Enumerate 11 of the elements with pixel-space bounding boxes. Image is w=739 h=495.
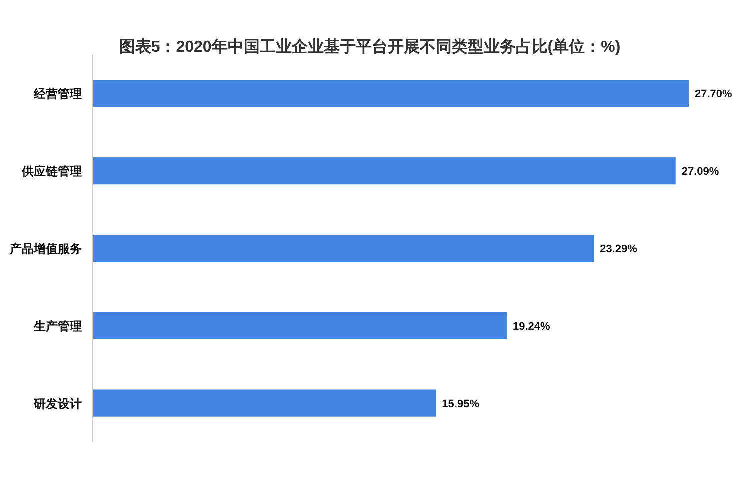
category-label: 供应链管理 [22,164,82,179]
data-label: 27.70% [695,88,732,101]
category-label: 产品增值服务 [10,242,82,256]
category-label: 研发设计 [34,396,82,411]
title: 图表5：2020年中国工业企业基于平台开展不同类型业务占比(单位：%) [119,39,621,56]
data-label: 19.24% [512,320,550,333]
data-label: 15.95% [442,398,480,410]
category-label: 经营管理 [34,87,82,102]
data-label: 23.29% [600,244,638,256]
data-label: 27.09% [682,166,720,178]
category-label: 生产管理 [34,319,82,334]
